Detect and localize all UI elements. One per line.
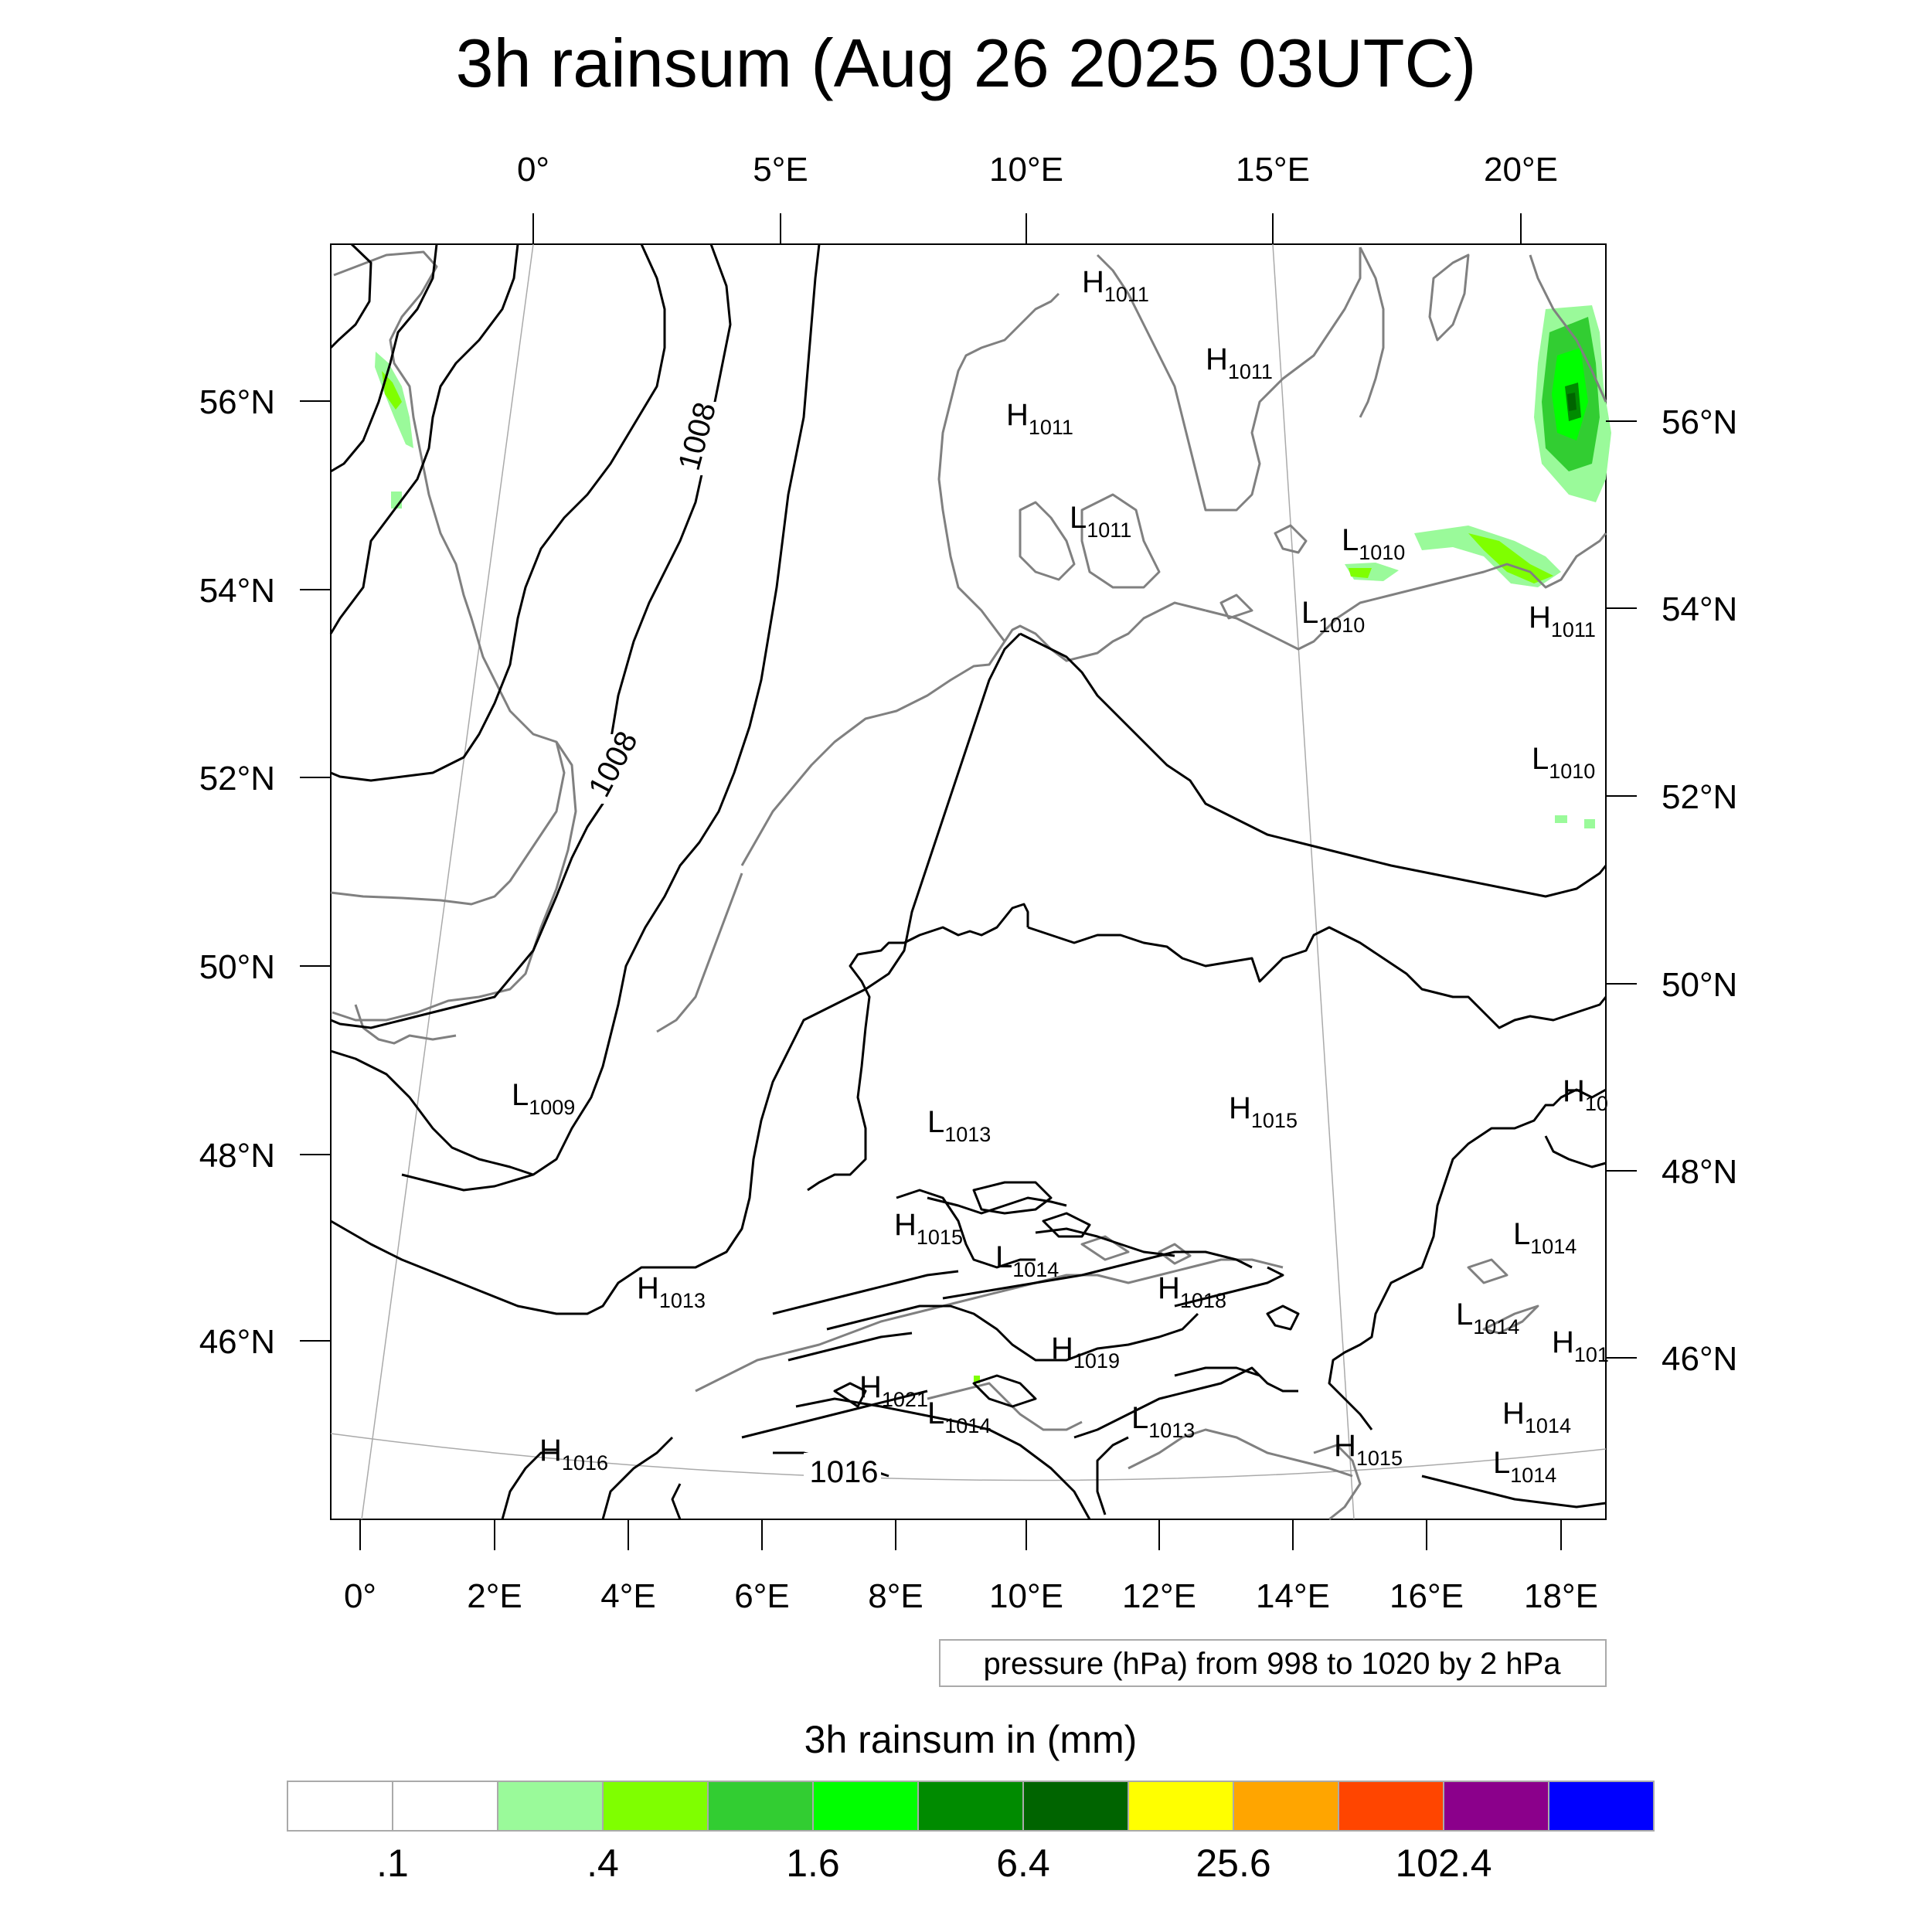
high-pressure-center: H1015 (894, 1208, 963, 1249)
colorbar-box (287, 1781, 393, 1832)
pressure-centers: H1011 H1011 H1011 L1011 L1010 L1010 H1011 L1010… (512, 265, 1609, 1487)
bottom-lon-label: 16°E (1389, 1577, 1464, 1615)
low-pressure-center: L1010 (1532, 742, 1595, 783)
high-pressure-center: H1019 (1051, 1332, 1120, 1372)
info-box-text: pressure (hPa) from 998 to 1020 by 2 hPa (983, 1647, 1561, 1681)
left-lat-label: 54°N (199, 572, 275, 610)
right-lat-label: 50°N (1662, 966, 1737, 1004)
high-pressure-center: H10 (1563, 1074, 1608, 1115)
low-pressure-center: L1014 (1456, 1298, 1519, 1338)
bottom-lon-label: 0° (344, 1577, 376, 1615)
map-frame (330, 243, 1607, 1520)
right-lat-label: 56°N (1662, 403, 1737, 441)
left-lat-label: 50°N (199, 948, 275, 986)
colorbar-box (1233, 1781, 1339, 1832)
bottom-lon-label: 10°E (989, 1577, 1063, 1615)
low-pressure-center: L1013 (927, 1105, 991, 1146)
bottom-lon-label: 4°E (600, 1577, 655, 1615)
map-title: 3h rainsum (Aug 26 2025 03UTC) (456, 25, 1477, 101)
low-pressure-center: L1010 (1301, 596, 1365, 637)
info-box: pressure (hPa) from 998 to 1020 by 2 hPa (939, 1639, 1607, 1687)
colorbar-label: .4 (587, 1842, 619, 1885)
colorbar-box (1443, 1781, 1549, 1832)
colorbar-box (1548, 1781, 1655, 1832)
top-lon-label: 15°E (1236, 151, 1310, 189)
left-lat-label: 52°N (199, 760, 275, 798)
colorbar-box (1128, 1781, 1234, 1832)
right-lat-label: 52°N (1662, 778, 1737, 816)
colorbar-box (1022, 1781, 1129, 1832)
colorbar-label: 6.4 (996, 1842, 1050, 1885)
high-pressure-center: H1011 (1082, 265, 1149, 306)
high-pressure-center: H101 (1552, 1325, 1609, 1366)
tick-marks (300, 213, 1637, 1550)
colorbar-label: .1 (376, 1842, 409, 1885)
low-pressure-center: L1009 (512, 1078, 575, 1119)
high-pressure-center: H1011 (1006, 398, 1073, 439)
low-pressure-center: L1010 (1342, 523, 1405, 564)
top-lon-label: 5°E (753, 151, 808, 189)
colorbar-box (812, 1781, 919, 1832)
colorbar-title: 3h rainsum in (mm) (804, 1718, 1138, 1761)
left-lat-label: 56°N (199, 383, 275, 421)
high-pressure-center: H1021 (859, 1370, 928, 1411)
low-pressure-center: L1014 (1513, 1217, 1577, 1258)
right-lat-label: 54°N (1662, 590, 1737, 628)
bottom-lon-label: 18°E (1524, 1577, 1598, 1615)
left-lat-label: 48°N (199, 1137, 275, 1175)
high-pressure-center: H1016 (539, 1434, 608, 1475)
colorbar-box (917, 1781, 1024, 1832)
colorbar-box (602, 1781, 709, 1832)
low-pressure-center: L1011 (1070, 501, 1131, 542)
high-pressure-center: H1011 (1206, 342, 1273, 383)
colorbar-label: 102.4 (1395, 1842, 1492, 1885)
right-lat-label: 48°N (1662, 1153, 1737, 1191)
bottom-lon-label: 8°E (868, 1577, 923, 1615)
bottom-lon-label: 14°E (1256, 1577, 1330, 1615)
top-lon-label: 0° (517, 151, 549, 189)
colorbar-boxes (287, 1781, 1655, 1832)
rain-shading (375, 305, 1611, 1383)
top-lon-label: 20°E (1484, 151, 1558, 189)
isobar-label: 1016 (810, 1455, 879, 1489)
low-pressure-center: L1014 (927, 1396, 991, 1437)
bottom-lon-label: 6°E (734, 1577, 789, 1615)
right-lat-label: 46°N (1662, 1340, 1737, 1378)
coastlines (330, 247, 1607, 1521)
high-pressure-center: H1015 (1229, 1091, 1298, 1132)
low-pressure-center: L1014 (995, 1240, 1059, 1281)
low-pressure-center: L1014 (1493, 1446, 1556, 1487)
colorbar-labels: .1 .4 1.6 6.4 25.6 102.4 (376, 1842, 1492, 1885)
high-pressure-center: H1011 (1529, 600, 1596, 641)
colorbar-box (497, 1781, 604, 1832)
colorbar-label: 1.6 (786, 1842, 840, 1885)
left-lat-label: 46°N (199, 1323, 275, 1361)
high-pressure-center: H1018 (1158, 1271, 1226, 1312)
isobars (329, 243, 1607, 1520)
low-pressure-center: L1013 (1131, 1401, 1195, 1442)
colorbar-box (707, 1781, 814, 1832)
colorbar-box (392, 1781, 498, 1832)
high-pressure-center: H1014 (1502, 1396, 1571, 1437)
high-pressure-center: H1015 (1334, 1429, 1403, 1470)
colorbar: 3h rainsum in (mm) .1 .4 1.6 6.4 25.6 102.4 (287, 1718, 1655, 1885)
colorbar-box (1338, 1781, 1444, 1832)
graticule (330, 243, 1607, 1520)
axis-labels: 0° 5°E 10°E 15°E 20°E 0° 2°E 4°E 6°E 8°E… (199, 151, 1738, 1615)
top-lon-label: 10°E (989, 151, 1063, 189)
high-pressure-center: H1013 (637, 1271, 706, 1312)
bottom-lon-label: 12°E (1122, 1577, 1196, 1615)
bottom-lon-label: 2°E (467, 1577, 522, 1615)
colorbar-label: 25.6 (1196, 1842, 1270, 1885)
